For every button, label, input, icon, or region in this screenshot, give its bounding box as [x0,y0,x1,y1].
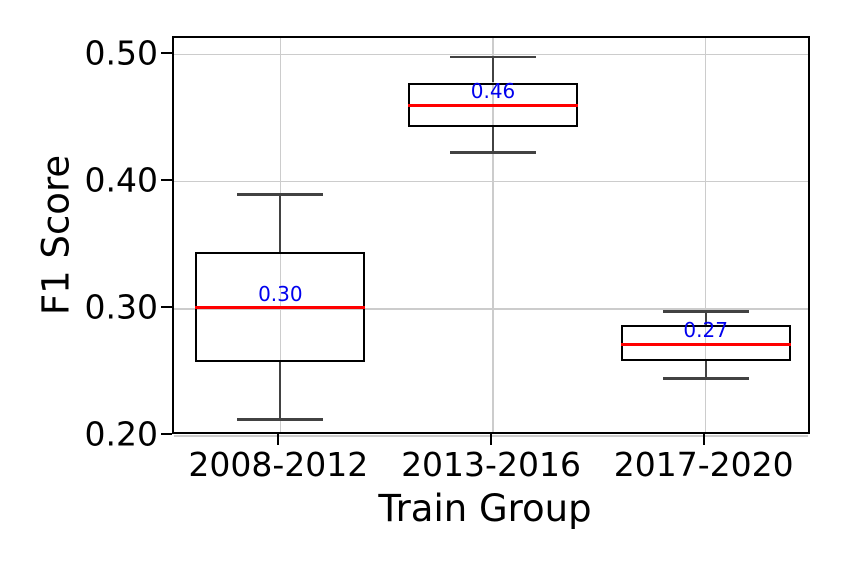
x-tick-label: 2013-2016 [401,445,581,484]
whisker-line-upper [491,57,495,83]
x-tick-label: 2017-2020 [613,445,794,484]
median-line [195,306,366,309]
y-tick-mark [161,305,172,308]
y-tick-mark [161,178,172,181]
x-tick-mark [702,434,705,445]
y-tick-label: 0.20 [84,414,158,454]
x-gridline [704,38,707,432]
y-tick-mark [161,433,172,435]
plot-area: 0.30 0.46 0.27 [172,36,810,437]
median-label: 0.27 [683,318,728,343]
whisker-line-lower [704,360,707,379]
whisker-line-upper [279,194,282,252]
y-gridline [174,308,808,310]
whisker-cap-bottom [237,418,324,421]
whisker-cap-bottom [450,151,536,154]
y-axis-label: F1 Score [34,154,78,316]
median-label: 0.30 [258,281,303,306]
whisker-line-lower [279,362,282,420]
whisker-cap-top [237,193,324,196]
median-label: 0.46 [470,79,516,104]
whisker-cap-top [662,310,749,313]
whisker-cap-top [450,55,536,59]
x-tick-mark [277,434,280,445]
whisker-line-upper [704,311,707,326]
y-gridline [174,180,808,183]
median-line [620,343,791,346]
x-tick-mark [490,434,492,445]
whisker-cap-bottom [662,377,749,381]
y-gridline [174,53,808,56]
x-tick-label: 2008-2012 [188,445,369,484]
y-tick-label: 0.50 [84,33,158,73]
y-tick-label: 0.30 [84,287,158,327]
y-tick-label: 0.40 [84,160,158,200]
x-gridline [492,38,494,432]
y-tick-mark [161,51,172,54]
median-line [408,104,578,107]
whisker-line-lower [491,127,495,153]
x-axis-label: Train Group [378,487,592,530]
